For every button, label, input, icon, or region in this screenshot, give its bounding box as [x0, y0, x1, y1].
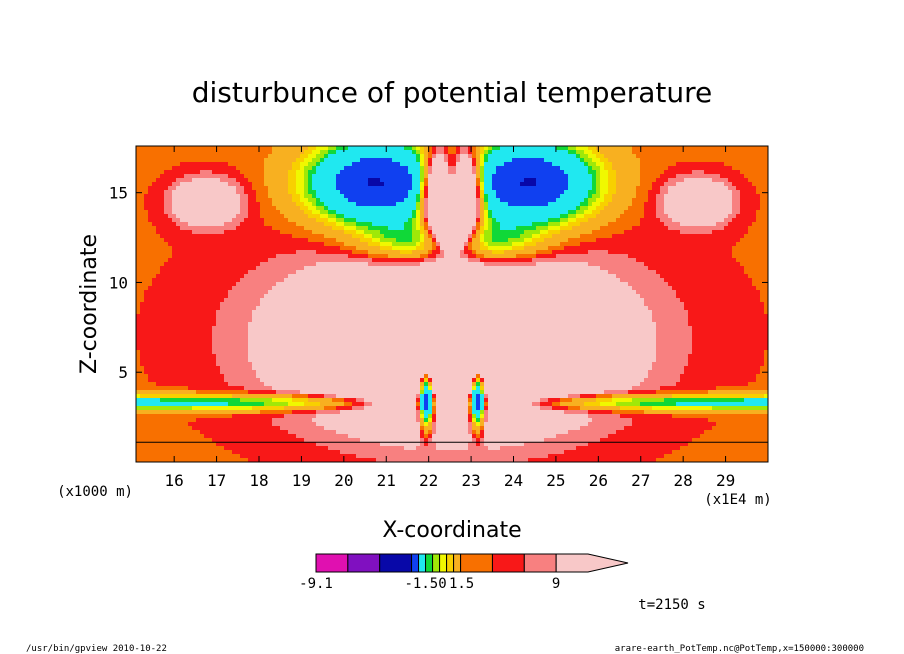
- colorbar-swatch: [418, 553, 427, 573]
- x-tick-label: 22: [419, 471, 438, 490]
- colorbar-label: 9: [552, 576, 560, 592]
- x-axis-label: X-coordinate: [382, 518, 521, 543]
- x-unit-label: (x1E4 m): [704, 492, 771, 508]
- colorbar-swatch: [425, 553, 434, 573]
- y-tick-label: 10: [109, 273, 128, 292]
- plot-area: [136, 146, 768, 462]
- x-tick-label: 26: [589, 471, 608, 490]
- colorbar-swatch: [460, 553, 493, 573]
- colorbar-swatch: [523, 553, 557, 573]
- colorbar-label: 1.5: [449, 576, 474, 592]
- colorbar-swatch: [411, 553, 420, 573]
- x-tick-label: 19: [292, 471, 311, 490]
- x-tick-label: 16: [165, 471, 184, 490]
- plot-frame: [135, 145, 769, 463]
- chart-title: disturbunce of potential temperature: [192, 76, 713, 109]
- colorbar-label: -1.50: [404, 576, 446, 592]
- y-unit-label: (x1000 m): [57, 484, 133, 500]
- colorbar: -9.1 -1.50 1.5 9: [299, 553, 629, 592]
- footer-left: /usr/bin/gpview 2010-10-22: [26, 644, 167, 654]
- colorbar-arrow: [555, 553, 629, 573]
- x-tick-label: 29: [716, 471, 735, 490]
- colorbar-swatch: [347, 553, 381, 573]
- colorbar-swatch: [446, 553, 455, 573]
- y-tick-label: 5: [118, 363, 128, 382]
- x-axis: 16 17 18 19 20 21 22 23 24 25 26 27 28 29: [165, 146, 735, 490]
- colorbar-swatch: [453, 553, 462, 573]
- x-tick-label: 27: [631, 471, 650, 490]
- x-tick-label: 28: [674, 471, 693, 490]
- footer-right: arare-earth_PotTemp.nc@PotTemp,x=150000:…: [615, 644, 864, 654]
- colorbar-swatch: [491, 553, 525, 573]
- x-tick-label: 25: [546, 471, 565, 490]
- y-axis-label: Z-coordinate: [77, 234, 102, 374]
- colorbar-swatch: [439, 553, 448, 573]
- y-tick-label: 15: [109, 184, 128, 203]
- colorbar-label: -9.1: [299, 576, 333, 592]
- y-axis: 5 10 15: [109, 184, 768, 382]
- x-tick-label: 21: [377, 471, 396, 490]
- colorbar-swatch: [379, 553, 413, 573]
- time-annotation: t=2150 s: [638, 597, 705, 613]
- x-tick-label: 18: [249, 471, 268, 490]
- colorbar-swatch: [432, 553, 441, 573]
- x-tick-label: 24: [504, 471, 523, 490]
- x-tick-label: 23: [461, 471, 480, 490]
- x-tick-label: 20: [334, 471, 353, 490]
- x-tick-label: 17: [207, 471, 226, 490]
- colorbar-swatch: [315, 553, 349, 573]
